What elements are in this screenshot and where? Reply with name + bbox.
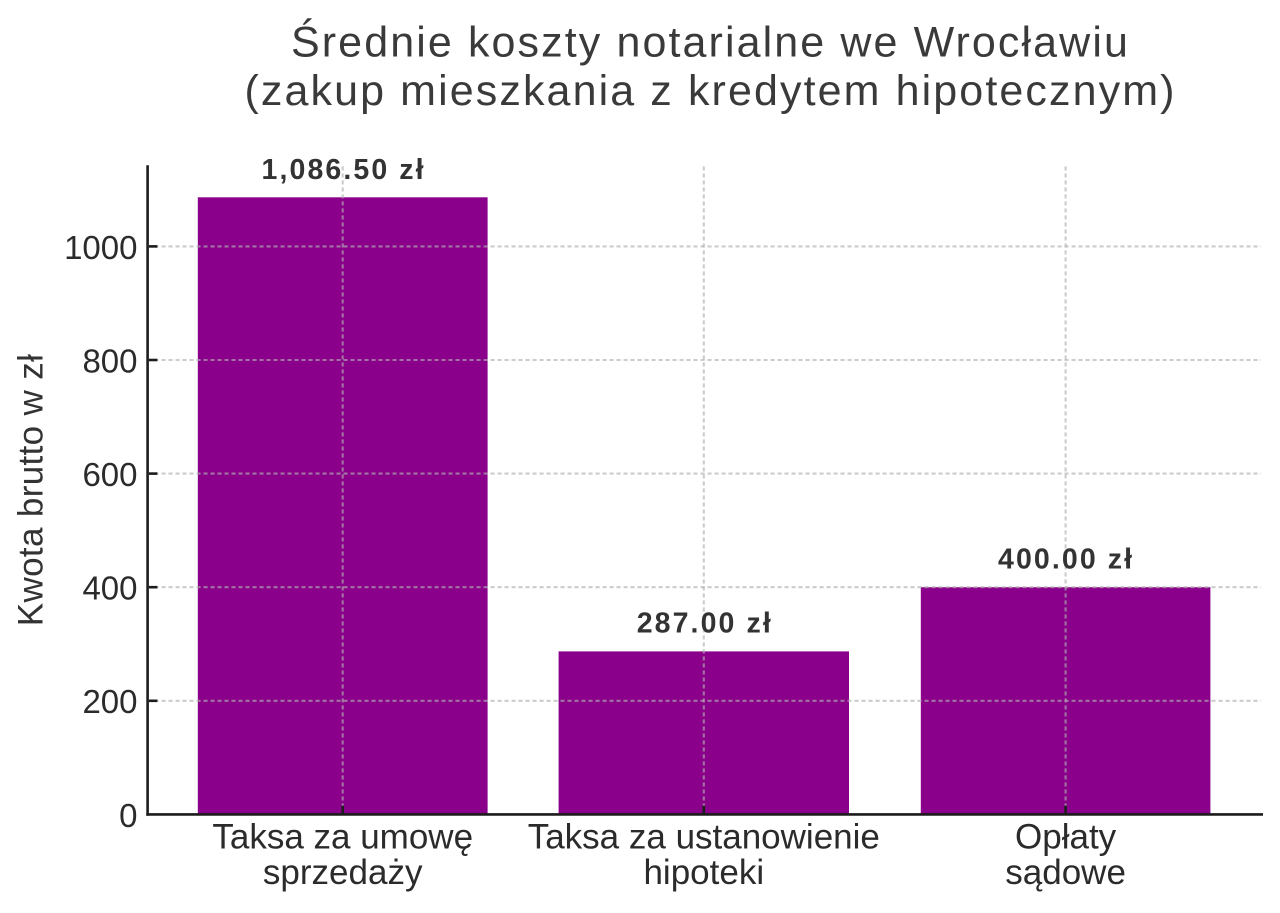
svg-text:800: 800 [82, 342, 137, 379]
svg-text:600: 600 [82, 456, 137, 493]
svg-text:1000: 1000 [64, 229, 137, 266]
svg-text:400.00 zł: 400.00 zł [998, 543, 1134, 575]
svg-text:sądowe: sądowe [1005, 853, 1126, 892]
svg-text:400: 400 [82, 570, 137, 607]
svg-text:Taksa za ustanowienie: Taksa za ustanowienie [528, 817, 880, 856]
svg-text:(zakup mieszkania z kredytem h: (zakup mieszkania z kredytem hipotecznym… [244, 67, 1176, 115]
svg-text:Kwota brutto w zł: Kwota brutto w zł [11, 354, 50, 626]
svg-text:hipoteki: hipoteki [643, 853, 764, 892]
svg-text:sprzedaży: sprzedaży [263, 853, 423, 892]
svg-text:1,086.50 zł: 1,086.50 zł [262, 154, 426, 186]
svg-text:0: 0 [119, 797, 137, 834]
svg-text:Średnie koszty notarialne we W: Średnie koszty notarialne we Wrocławiu [291, 18, 1130, 67]
svg-text:200: 200 [82, 683, 137, 720]
svg-text:Opłaty: Opłaty [1015, 817, 1117, 856]
svg-text:287.00 zł: 287.00 zł [637, 608, 773, 640]
svg-text:Taksa za umowę: Taksa za umowę [212, 817, 473, 856]
